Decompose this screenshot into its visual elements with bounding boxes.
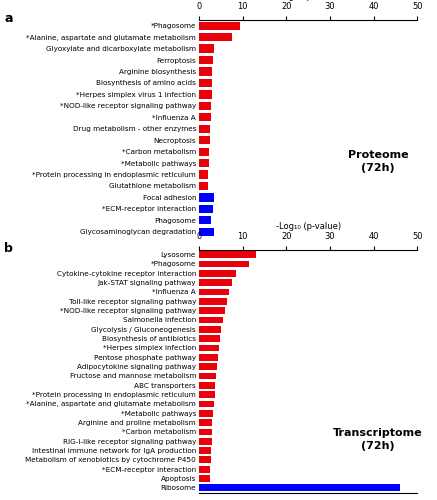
Bar [199, 363, 217, 370]
Bar [199, 400, 214, 407]
Bar [199, 44, 214, 52]
Text: a: a [4, 12, 13, 26]
Bar [199, 391, 215, 398]
Bar [199, 124, 210, 133]
Bar [199, 344, 219, 352]
X-axis label: -Log₁₀ (p-value): -Log₁₀ (p-value) [275, 222, 341, 231]
X-axis label: -Log₁₀ (p-value): -Log₁₀ (p-value) [275, 0, 341, 1]
Bar [199, 228, 214, 236]
Bar [199, 438, 212, 444]
Bar [199, 56, 213, 64]
Bar [199, 382, 215, 388]
Bar [199, 447, 211, 454]
Bar [199, 102, 211, 110]
Text: b: b [4, 242, 13, 256]
Bar [199, 326, 221, 332]
Text: Proteome
(72h): Proteome (72h) [348, 150, 408, 173]
Bar [199, 90, 212, 98]
Bar [199, 68, 212, 76]
Bar [199, 194, 214, 202]
Bar [199, 252, 256, 258]
Bar [199, 298, 227, 304]
Bar [199, 170, 208, 178]
Bar [199, 260, 249, 268]
Bar [199, 484, 400, 491]
Bar [199, 33, 232, 42]
Bar [199, 136, 210, 144]
Bar [199, 308, 225, 314]
Bar [199, 410, 213, 416]
Bar [199, 270, 236, 276]
Bar [199, 475, 210, 482]
Bar [199, 354, 218, 360]
Bar [199, 182, 208, 190]
Bar [199, 466, 210, 472]
Bar [199, 113, 211, 122]
Bar [199, 22, 240, 30]
Bar [199, 316, 223, 324]
Bar [199, 288, 229, 296]
Bar [199, 419, 212, 426]
Bar [199, 148, 209, 156]
Bar [199, 456, 211, 463]
Bar [199, 280, 232, 286]
Bar [199, 428, 212, 435]
Bar [199, 372, 216, 380]
Bar [199, 79, 212, 87]
Bar [199, 335, 220, 342]
Text: Transcriptome
(72h): Transcriptome (72h) [333, 428, 423, 451]
Bar [199, 216, 211, 224]
Bar [199, 159, 209, 167]
Bar [199, 205, 213, 213]
